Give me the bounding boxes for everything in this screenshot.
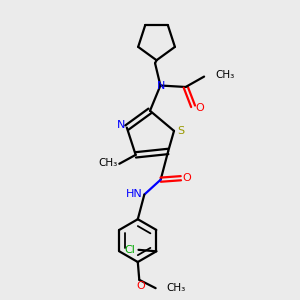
Text: O: O (182, 173, 191, 183)
Text: HN: HN (126, 189, 142, 199)
Text: CH₃: CH₃ (215, 70, 235, 80)
Text: O: O (136, 281, 145, 291)
Text: N: N (157, 80, 166, 91)
Text: O: O (195, 103, 204, 113)
Text: Cl: Cl (125, 245, 136, 255)
Text: N: N (117, 120, 125, 130)
Text: CH₃: CH₃ (166, 283, 185, 293)
Text: CH₃: CH₃ (98, 158, 118, 168)
Text: S: S (177, 126, 184, 136)
